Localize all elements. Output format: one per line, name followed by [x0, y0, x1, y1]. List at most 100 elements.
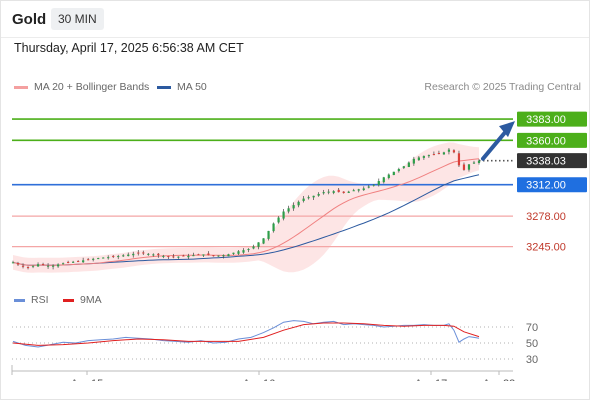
candle-body [177, 256, 180, 258]
candle-body [392, 171, 395, 176]
candle-body [41, 264, 45, 266]
candle-body [462, 164, 466, 170]
candle-body [82, 260, 85, 263]
candle-body [467, 164, 471, 170]
candle-body [332, 191, 335, 193]
level-label-3278.00: 3278.00 [526, 211, 566, 223]
candle-body [147, 253, 150, 255]
candle-body [132, 253, 135, 256]
legend-ma50: MA 50 [157, 81, 207, 93]
x-tick-label-Apr-17: Apr 17 [415, 378, 447, 381]
level-label-3312.00: 3312.00 [526, 180, 566, 192]
candle-body [227, 254, 230, 257]
price-chart: 3383.00 3360.00 3338.03 3312.00 3278.00 3245.… [11, 111, 587, 381]
candle-body [252, 246, 255, 249]
candle-body [36, 264, 40, 267]
timestamp: Thursday, April 17, 2025 6:56:38 AM CET [14, 41, 244, 55]
candle-body [347, 191, 350, 193]
rsi-tick-70: 70 [526, 322, 538, 334]
candle-body [267, 230, 270, 239]
candle-body [157, 253, 160, 256]
credit-text: Research © 2025 Trading Central [424, 81, 581, 93]
candle-body [167, 256, 170, 258]
candle-body [77, 261, 80, 263]
candle-body [102, 257, 105, 259]
candle-body [437, 152, 441, 154]
candle-body [262, 238, 265, 244]
candle-body [412, 158, 415, 164]
candle-body [277, 217, 280, 223]
rsi-swatch [14, 298, 25, 302]
candle-body [16, 263, 20, 265]
candle-body [337, 189, 340, 193]
candle-body [312, 195, 315, 198]
candle-body [402, 166, 405, 168]
candle-body [307, 197, 310, 199]
ma20-line [12, 158, 480, 266]
candle-body [387, 174, 390, 179]
candle-body [282, 211, 285, 219]
candle-body [107, 257, 110, 259]
candle-body [362, 188, 365, 191]
candle-body [452, 150, 456, 153]
legend-rsi: RSI [14, 294, 49, 306]
candle-body [232, 252, 235, 254]
candle-body [322, 192, 325, 194]
candle-body [11, 262, 15, 264]
candle-body [272, 223, 275, 232]
candle-body [422, 156, 425, 158]
candle-body [202, 254, 205, 256]
level-tag-3383.00 [517, 111, 587, 127]
candle-body [56, 264, 60, 267]
candle-body [112, 255, 115, 257]
level-label-3360.00: 3360.00 [526, 135, 566, 147]
candle-body [407, 162, 410, 167]
candle-body [212, 255, 215, 257]
candles [11, 147, 481, 270]
ma9-swatch [63, 298, 74, 302]
candle-body [26, 267, 30, 269]
level-tag-3312.00 [517, 177, 587, 193]
legend-ma20-label: MA 20 + Bollinger Bands [34, 81, 150, 93]
projection-arrow [481, 128, 509, 161]
candle-body [242, 250, 245, 253]
bollinger-band [13, 142, 479, 273]
candle-body [31, 265, 35, 267]
candle-body [357, 189, 360, 191]
timeframe-badge[interactable]: 30 MIN [51, 8, 104, 30]
candle-body [21, 265, 25, 267]
candle-body [172, 256, 175, 258]
level-label-3245.00: 3245.00 [526, 242, 566, 254]
candle-body [72, 261, 75, 263]
candle-body [477, 160, 481, 163]
candle-body [137, 252, 140, 254]
ma50-swatch [157, 85, 171, 89]
candle-body [397, 169, 400, 172]
candle-body [152, 254, 155, 256]
candle-body [46, 265, 50, 267]
legend-ma20: MA 20 + Bollinger Bands [14, 81, 149, 93]
candle-body [317, 193, 320, 196]
candle-body [377, 181, 380, 185]
legend-9ma: 9MA [63, 294, 102, 306]
candle-body [292, 205, 295, 209]
level-label-3338.03: 3338.03 [526, 156, 566, 168]
candle-body [447, 149, 451, 152]
candle-body [217, 255, 220, 257]
projection-arrowhead [499, 121, 515, 138]
candle-body [207, 253, 210, 256]
candle-body [427, 155, 430, 157]
ma20-swatch [14, 85, 28, 89]
rsi-tick-30: 30 [526, 354, 538, 366]
candle-body [222, 255, 225, 257]
candle-body [372, 184, 375, 186]
x-tick-label-Apr-23: Apr 23 [483, 378, 515, 381]
candle-body [297, 201, 300, 206]
candle-body [92, 258, 95, 260]
candle-body [342, 191, 345, 194]
candle-body [62, 263, 65, 265]
rsi-tick-50: 50 [526, 338, 538, 350]
candle-body [382, 177, 385, 183]
legend-rsi-label: RSI [31, 294, 49, 306]
